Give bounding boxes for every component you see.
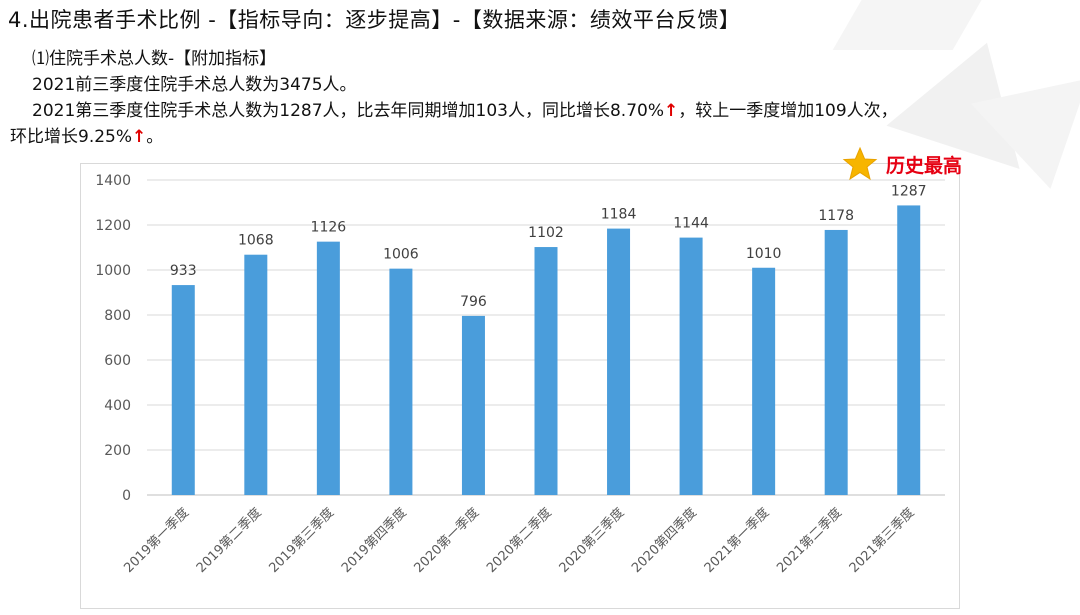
bar (607, 228, 631, 495)
summary-text: 2021第三季度住院手术总人数为1287人，比去年同期增加103人，同比增长8.… (32, 101, 664, 121)
y-tick-label: 800 (104, 308, 131, 324)
slide-title: 4.出院患者手术比例 -【指标导向：逐步提高】-【数据来源：绩效平台反馈】 (8, 8, 741, 32)
subheading: ⑴住院手术总人数-【附加指标】 (32, 49, 277, 69)
bar (824, 229, 848, 495)
bar (316, 241, 340, 495)
x-tick-label: 2021第三季度 (846, 505, 917, 576)
star-icon (842, 146, 878, 181)
y-tick-label: 200 (104, 443, 131, 459)
bar (244, 254, 268, 495)
bar (752, 267, 776, 495)
x-tick-label: 2019第三季度 (266, 505, 337, 576)
data-label: 1144 (673, 216, 709, 232)
summary-text: 。 (146, 127, 164, 147)
data-label: 1178 (818, 208, 854, 224)
data-label: 796 (460, 294, 487, 310)
bar (461, 315, 485, 495)
chart-frame (80, 163, 960, 609)
x-tick-label: 2019第四季度 (338, 505, 409, 576)
y-tick-label: 1200 (95, 218, 131, 234)
summary-text: 环比增长9.25% (10, 127, 133, 147)
up-arrow-icon: ↑ (663, 101, 679, 121)
x-tick-label: 2020第四季度 (628, 505, 699, 576)
summary-line-1: 2021前三季度住院手术总人数为3475人。 (32, 75, 357, 95)
bar (897, 205, 921, 496)
data-label: 933 (170, 263, 197, 279)
data-label: 1102 (528, 225, 564, 241)
data-label: 1126 (311, 220, 347, 236)
bar (679, 237, 703, 495)
y-tick-label: 1400 (95, 173, 131, 189)
summary-line-2: 2021第三季度住院手术总人数为1287人，比去年同期增加103人，同比增长8.… (10, 98, 1078, 124)
data-label: 1184 (601, 207, 637, 223)
x-tick-label: 2020第二季度 (483, 505, 554, 576)
y-tick-label: 1000 (95, 263, 131, 279)
x-tick-label: 2019第一季度 (121, 505, 192, 576)
record-label: 历史最高 (886, 154, 963, 177)
record-badge: 历史最高 (842, 146, 962, 182)
bar-chart: 0 200 400 600 800 1000 1200 1400 933 2019第一季度 1068… (95, 173, 945, 576)
data-label: 1006 (383, 247, 419, 263)
x-tick-label: 2020第一季度 (411, 505, 482, 576)
up-arrow-icon: ↑ (132, 127, 147, 147)
bar (534, 247, 558, 495)
bar (171, 285, 195, 495)
x-tick-label: 2021第二季度 (774, 505, 845, 576)
y-tick-label: 0 (122, 488, 131, 504)
x-tick-label: 2019第二季度 (193, 505, 264, 576)
data-label: 1068 (238, 233, 274, 249)
y-tick-label: 400 (104, 398, 131, 414)
summary-line-3: 环比增长9.25%↑。 (10, 124, 1078, 150)
bar (389, 268, 413, 495)
slide-body: ⑴住院手术总人数-【附加指标】 2021前三季度住院手术总人数为3475人。 2… (10, 46, 1078, 150)
data-label: 1010 (746, 246, 782, 262)
y-tick-label: 600 (104, 353, 131, 369)
data-label: 1287 (891, 183, 927, 199)
x-tick-label: 2021第一季度 (701, 505, 772, 576)
x-tick-label: 2020第三季度 (556, 505, 627, 576)
decorative-shape (832, 0, 988, 50)
summary-text: ，较上一季度增加109人次， (678, 101, 898, 121)
